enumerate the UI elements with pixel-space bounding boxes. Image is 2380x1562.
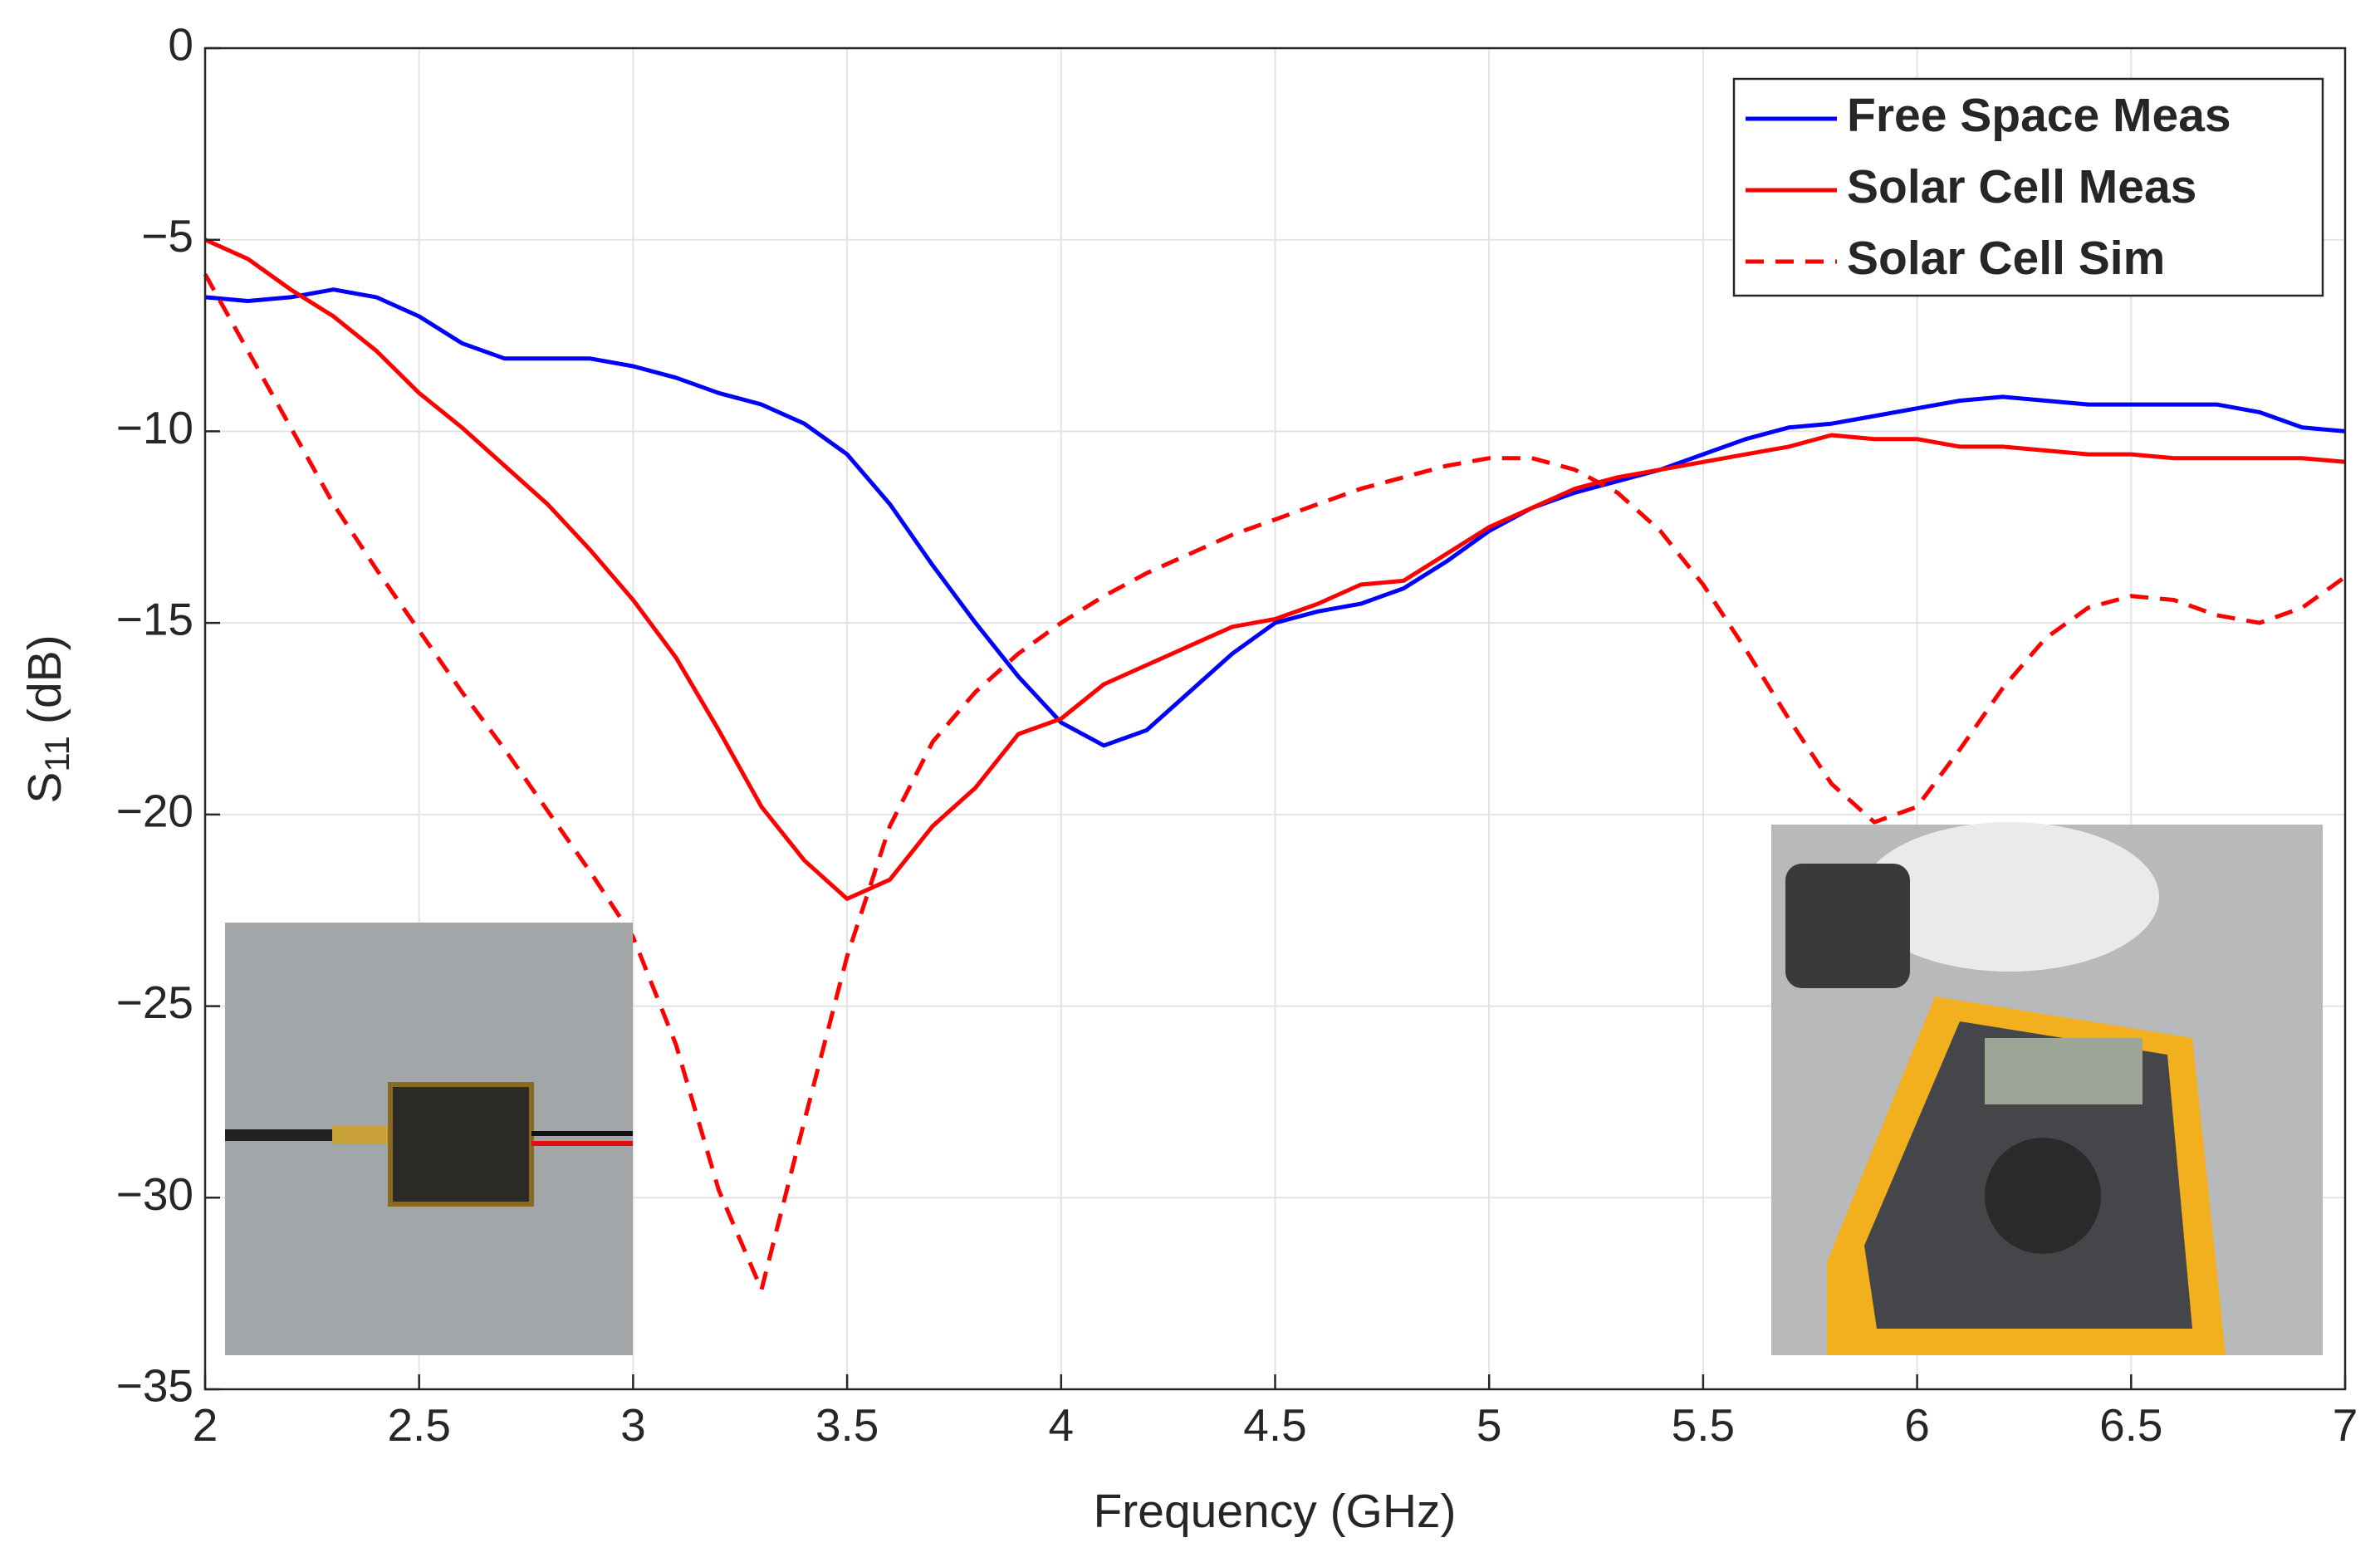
y-tick-label: −20 [116,785,193,836]
y-label-unit: (dB) [18,634,71,724]
x-tick-label: 3.5 [815,1399,879,1451]
x-tick-label: 5.5 [1672,1399,1735,1451]
x-tick-label: 6.5 [2099,1399,2162,1451]
x-axis-label: Frequency (GHz) [1093,1485,1456,1538]
y-tick-label: −10 [116,402,193,453]
wire-red [531,1141,633,1146]
display [1985,1038,2142,1104]
ticks: 2 2.5 3 3.5 4 4.5 5 5.5 6 6.5 7 −35 −30 −25 −20 −15 −10 −… [116,19,2358,1451]
dial [1985,1138,2101,1254]
x-tick-label: 4 [1049,1399,1075,1451]
solar-cell [388,1082,534,1207]
series-line [203,237,2346,901]
phone [1785,864,1910,988]
x-tick-label: 4.5 [1243,1399,1306,1451]
inset-photo-multimeter [1771,822,2323,1355]
series-line [204,287,2346,748]
y-axis-label: S11 (dB) [18,634,76,803]
y-label-subscript: 11 [37,736,76,772]
x-tick-label: 2 [193,1399,218,1451]
y-tick-label: −5 [141,210,193,262]
inset-photo-antenna [225,923,633,1355]
light-glow [1860,822,2159,972]
y-label-symbol: S [18,772,71,804]
y-tick-label: −30 [116,1168,193,1220]
wire-black [531,1131,633,1136]
connector [332,1126,390,1144]
legend-label: Free Space Meas [1847,89,2231,142]
legend-label: Solar Cell Sim [1847,232,2165,285]
y-tick-label: −15 [116,594,193,645]
y-tick-label: −35 [116,1360,193,1412]
legend-box [1732,77,2324,297]
x-tick-label: 6 [1904,1399,1930,1451]
x-tick-label: 2.5 [387,1399,450,1451]
x-tick-label: 7 [2333,1399,2358,1451]
legend: Free Space Meas Solar Cell Meas Solar Cell… [1732,77,2324,297]
series-line [203,272,2347,1292]
x-tick-label: 5 [1476,1399,1502,1451]
plot-lines [203,237,2347,1292]
cable [225,1129,358,1141]
x-tick-label: 3 [620,1399,646,1451]
y-tick-label: 0 [168,19,193,71]
legend-label: Solar Cell Meas [1847,160,2196,213]
y-tick-label: −25 [116,977,193,1028]
